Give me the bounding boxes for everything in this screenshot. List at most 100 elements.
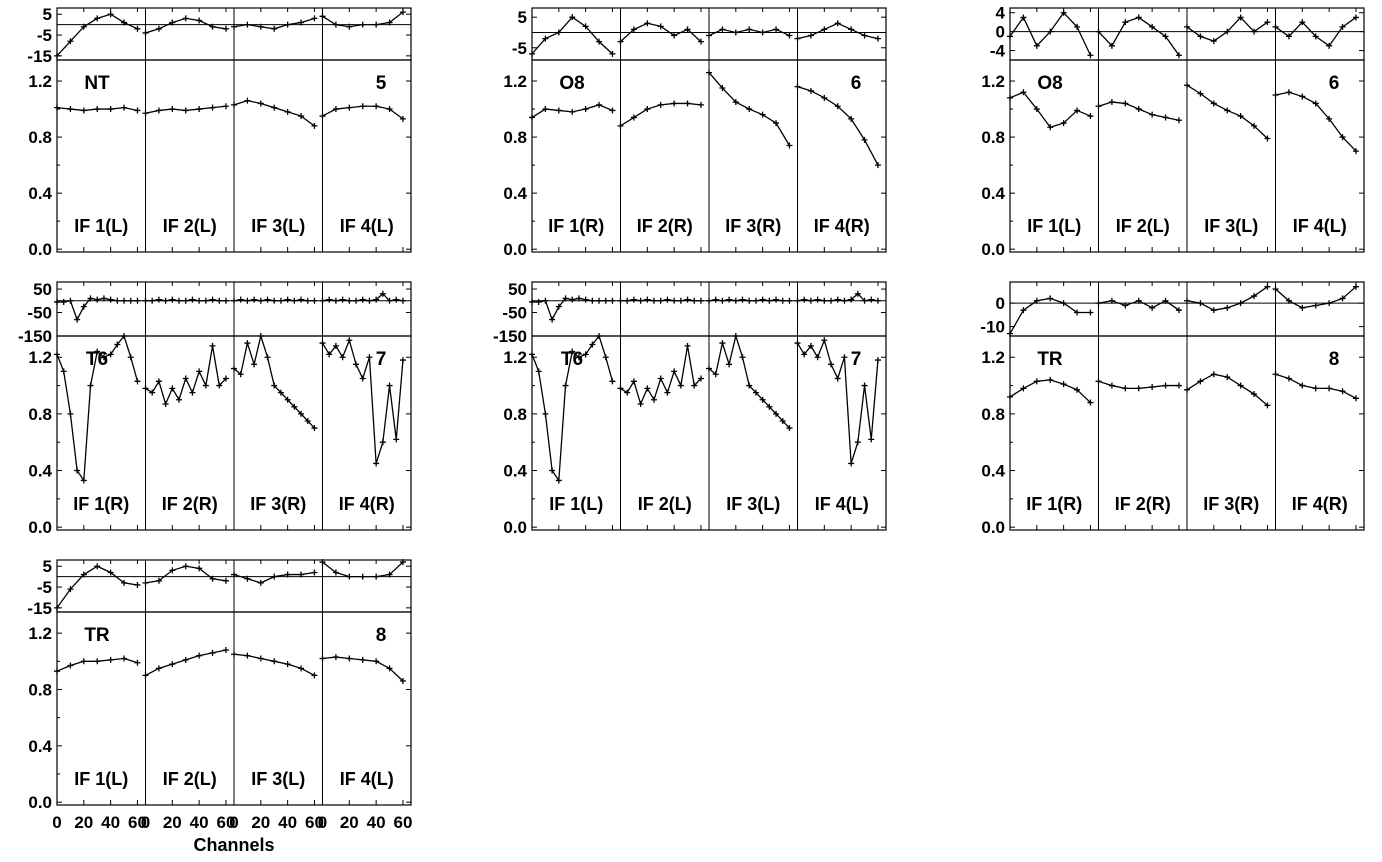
data-marker bbox=[874, 162, 881, 169]
x-tick-label: 20 bbox=[163, 813, 182, 832]
data-marker bbox=[1175, 382, 1182, 389]
data-marker bbox=[332, 342, 339, 349]
data-marker bbox=[121, 655, 128, 662]
amp-series-line bbox=[796, 338, 879, 464]
x-tick-label: 60 bbox=[216, 813, 235, 832]
if-label: IF 1(L) bbox=[1027, 216, 1081, 236]
data-marker bbox=[311, 672, 318, 679]
data-marker bbox=[311, 425, 318, 432]
data-marker bbox=[379, 439, 386, 446]
data-marker bbox=[114, 297, 121, 304]
data-marker bbox=[251, 296, 258, 303]
data-marker bbox=[1149, 111, 1156, 118]
x-axis-label: Channels bbox=[193, 835, 274, 855]
amp-series-line bbox=[145, 345, 227, 406]
data-marker bbox=[366, 354, 373, 361]
data-marker bbox=[74, 467, 81, 474]
phase-tick-label: -10 bbox=[980, 318, 1005, 337]
phase-tick-label: -5 bbox=[37, 26, 52, 45]
data-marker bbox=[244, 340, 251, 347]
data-marker bbox=[346, 23, 353, 30]
if-label: IF 4(R) bbox=[814, 216, 870, 236]
data-marker bbox=[739, 354, 746, 361]
data-marker bbox=[732, 99, 739, 106]
data-marker bbox=[359, 573, 366, 580]
phase-tick-label: 0 bbox=[996, 23, 1005, 42]
data-marker bbox=[264, 354, 271, 361]
data-marker bbox=[671, 100, 678, 107]
antenna-number-label: 6 bbox=[851, 73, 862, 94]
data-marker bbox=[677, 382, 684, 389]
data-marker bbox=[1197, 300, 1204, 307]
data-marker bbox=[535, 298, 542, 305]
data-marker bbox=[284, 661, 291, 668]
data-marker bbox=[684, 296, 691, 303]
amp-tick-label: 0.0 bbox=[28, 793, 52, 812]
data-marker bbox=[1162, 382, 1169, 389]
data-marker bbox=[271, 658, 278, 665]
data-marker bbox=[657, 375, 664, 382]
data-marker bbox=[1007, 94, 1013, 101]
if-label: IF 1(L) bbox=[549, 494, 603, 514]
data-marker bbox=[691, 382, 698, 389]
data-marker bbox=[176, 396, 183, 403]
data-marker bbox=[284, 21, 291, 28]
data-marker bbox=[1352, 283, 1359, 290]
data-marker bbox=[107, 296, 114, 303]
data-marker bbox=[107, 106, 114, 113]
if-label: IF 2(R) bbox=[1115, 494, 1171, 514]
data-marker bbox=[107, 11, 114, 18]
data-marker bbox=[80, 571, 87, 578]
data-marker bbox=[134, 107, 141, 114]
data-marker bbox=[651, 396, 658, 403]
data-marker bbox=[346, 655, 353, 662]
data-marker bbox=[244, 97, 251, 104]
antenna-label: O8 bbox=[559, 73, 584, 94]
data-marker bbox=[874, 35, 881, 42]
amp-tick-label: 1.2 bbox=[503, 72, 527, 91]
data-marker bbox=[379, 290, 386, 297]
data-marker bbox=[1162, 114, 1169, 121]
data-marker bbox=[1251, 122, 1258, 129]
data-marker bbox=[155, 296, 162, 303]
amp-tick-label: 0.0 bbox=[503, 518, 527, 537]
data-marker bbox=[386, 19, 393, 26]
data-marker bbox=[1162, 33, 1169, 40]
data-marker bbox=[828, 297, 835, 304]
data-marker bbox=[596, 101, 603, 108]
data-marker bbox=[346, 297, 353, 304]
data-marker bbox=[326, 296, 333, 303]
antenna-number-label: 7 bbox=[851, 349, 862, 370]
data-marker bbox=[169, 661, 176, 668]
data-marker bbox=[231, 23, 237, 30]
if-label: IF 4(L) bbox=[815, 494, 869, 514]
data-marker bbox=[222, 25, 229, 32]
data-marker bbox=[706, 297, 712, 304]
data-marker bbox=[575, 354, 582, 361]
data-marker bbox=[684, 100, 691, 107]
data-marker bbox=[657, 297, 664, 304]
data-marker bbox=[807, 87, 814, 94]
data-marker bbox=[298, 665, 305, 672]
data-marker bbox=[596, 333, 603, 339]
data-marker bbox=[582, 106, 589, 113]
data-marker bbox=[373, 460, 380, 467]
data-marker bbox=[759, 396, 766, 403]
data-marker bbox=[319, 297, 326, 304]
data-marker bbox=[609, 107, 616, 114]
data-marker bbox=[80, 23, 87, 30]
data-marker bbox=[671, 32, 678, 39]
data-marker bbox=[1326, 300, 1333, 307]
data-marker bbox=[373, 103, 380, 110]
data-marker bbox=[1184, 386, 1190, 393]
data-marker bbox=[602, 354, 609, 361]
data-marker bbox=[1122, 19, 1129, 26]
data-marker bbox=[542, 35, 549, 42]
data-marker bbox=[582, 351, 589, 358]
data-marker bbox=[582, 23, 589, 30]
amp-tick-label: 0.0 bbox=[28, 518, 52, 537]
data-marker bbox=[549, 467, 556, 474]
data-marker bbox=[169, 106, 176, 113]
data-marker bbox=[1251, 391, 1258, 398]
data-marker bbox=[766, 297, 773, 304]
